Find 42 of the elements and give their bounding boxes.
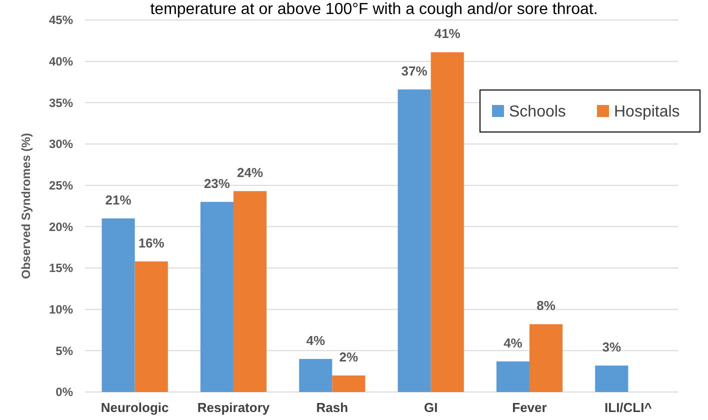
y-tick-label: 45% (48, 13, 74, 28)
data-label: 37% (401, 63, 428, 78)
y-tick-label: 15% (48, 261, 74, 276)
x-tick-label: Respiratory (197, 400, 270, 415)
bar (332, 375, 366, 392)
bar (134, 261, 168, 392)
data-label: 16% (138, 235, 165, 250)
data-label: 23% (204, 176, 230, 191)
y-tick-label: 10% (48, 302, 74, 317)
y-tick-label: 40% (48, 54, 74, 69)
y-tick-label: 5% (56, 344, 74, 358)
data-label: 4% (306, 332, 326, 348)
bar (200, 202, 234, 392)
x-tick-label: Neurologic (100, 400, 169, 415)
data-label: 4% (504, 335, 523, 350)
y-axis-title: Observed Syndromes (%) (19, 132, 33, 280)
bar (233, 191, 267, 392)
bar (530, 324, 563, 392)
bar (430, 52, 464, 392)
bar (496, 361, 530, 392)
x-tick-label: GI (424, 400, 438, 415)
y-tick-label: 20% (48, 220, 74, 234)
y-tick-label: 30% (48, 137, 74, 152)
data-label: 24% (237, 165, 264, 180)
data-label: 2% (339, 349, 359, 364)
bar (398, 89, 431, 392)
legend-label: Hospitals (614, 104, 680, 121)
bar (102, 218, 135, 392)
data-label: 8% (536, 298, 556, 314)
data-label: 41% (434, 26, 461, 42)
legend-label: Schools (509, 104, 566, 121)
bar (299, 358, 332, 392)
bar (595, 366, 628, 392)
data-label: 3% (602, 340, 622, 355)
data-label: 21% (105, 192, 132, 208)
y-tick-label: 35% (48, 96, 74, 110)
y-tick-label: 0% (56, 385, 74, 400)
x-tick-label: Rash (316, 400, 348, 415)
y-tick-label: 25% (48, 178, 74, 193)
x-tick-label: ILI/CLI^ (604, 400, 652, 415)
chart-title: temperature at or above 100°F with a cough and/or sore throat. (150, 1, 598, 18)
x-tick-label: Fever (512, 400, 547, 415)
